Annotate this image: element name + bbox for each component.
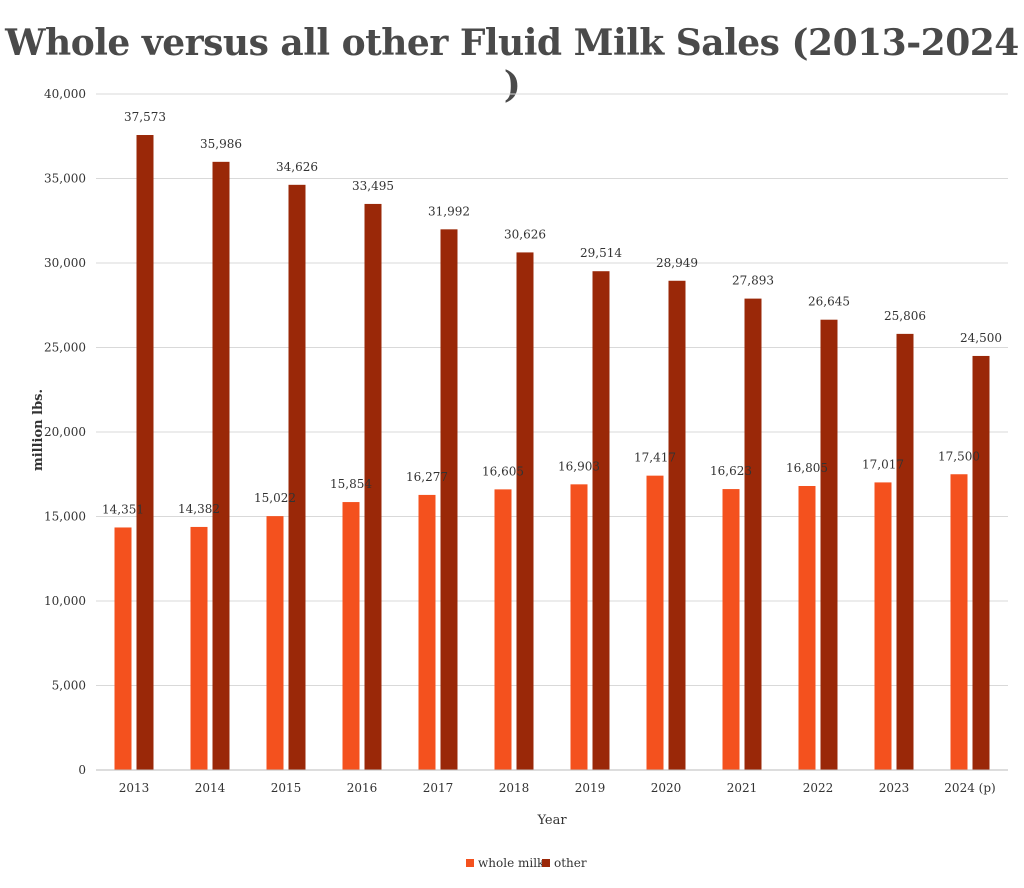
x-tick-label: 2020 (651, 781, 682, 795)
bar-whole-milk (190, 526, 208, 770)
data-label-whole-milk: 17,500 (938, 449, 980, 463)
legend: whole milk other (466, 856, 587, 870)
bar-whole-milk (494, 489, 512, 770)
chart-title: Whole versus all other Fluid Milk Sales … (5, 22, 1019, 106)
bar-other (744, 298, 762, 770)
y-tick-label: 15,000 (44, 510, 86, 524)
legend-swatch-other (542, 859, 550, 867)
bar-other (288, 184, 306, 770)
y-tick-label: 30,000 (44, 256, 86, 270)
data-label-whole-milk: 16,903 (558, 459, 600, 473)
x-tick-label: 2024 (p) (944, 781, 995, 795)
x-tick-label: 2023 (879, 781, 910, 795)
bar-whole-milk (266, 516, 284, 770)
legend-swatch-whole-milk (466, 859, 474, 867)
bar-other (440, 229, 458, 770)
data-label-other: 35,986 (200, 137, 242, 151)
y-axis-ticks: 0 5,000 10,000 15,000 20,000 25,000 30,000 35,0… (44, 87, 86, 777)
data-label-whole-milk: 14,382 (178, 502, 220, 516)
data-label-whole-milk: 16,623 (710, 464, 752, 478)
data-label-whole-milk: 16,277 (406, 470, 448, 484)
bar-other (136, 135, 154, 770)
y-tick-label: 20,000 (44, 425, 86, 439)
y-tick-label: 0 (78, 763, 86, 777)
data-label-other: 34,626 (276, 160, 318, 174)
y-axis-title: million lbs. (31, 389, 46, 471)
x-tick-label: 2017 (423, 781, 454, 795)
bar-other (668, 280, 686, 770)
data-label-whole-milk: 14,351 (102, 502, 144, 516)
bar-other (896, 333, 914, 770)
data-label-other: 25,806 (884, 309, 926, 323)
x-tick-label: 2015 (271, 781, 302, 795)
bar-whole-milk (950, 474, 968, 770)
bar-whole-milk (722, 489, 740, 770)
data-label-whole-milk: 17,417 (634, 451, 676, 465)
bar-whole-milk (342, 502, 360, 770)
gridlines (96, 93, 1008, 686)
data-label-other: 31,992 (428, 204, 470, 218)
data-label-other: 26,645 (808, 295, 850, 309)
x-tick-label: 2022 (803, 781, 834, 795)
data-label-other: 24,500 (960, 331, 1002, 345)
x-tick-label: 2018 (499, 781, 530, 795)
x-axis-ticks: 2013 2014 2015 2016 2017 2018 2019 2020 2021 2022… (119, 781, 996, 795)
x-axis-title: Year (536, 813, 567, 828)
data-label-whole-milk: 16,605 (482, 464, 524, 478)
data-label-whole-milk: 15,022 (254, 491, 296, 505)
bar-whole-milk (798, 485, 816, 770)
y-tick-label: 5,000 (52, 679, 86, 693)
bar-other (972, 355, 990, 770)
x-tick-label: 2013 (119, 781, 150, 795)
bar-other (364, 203, 382, 770)
data-label-whole-milk: 15,854 (330, 477, 372, 491)
y-tick-label: 35,000 (44, 172, 86, 186)
x-tick-label: 2019 (575, 781, 606, 795)
bar-whole-milk (418, 494, 436, 770)
bar-whole-milk (874, 482, 892, 770)
bars (114, 135, 990, 770)
data-label-other: 30,626 (504, 227, 546, 241)
x-tick-label: 2014 (195, 781, 226, 795)
bar-other (820, 319, 838, 770)
x-tick-label: 2016 (347, 781, 378, 795)
bar-whole-milk (114, 527, 132, 770)
data-label-other: 33,495 (352, 179, 394, 193)
data-label-whole-milk: 16,805 (786, 461, 828, 475)
data-label-whole-milk: 17,017 (862, 457, 904, 471)
data-label-other: 27,893 (732, 274, 774, 288)
data-label-other: 29,514 (580, 246, 622, 260)
data-label-other: 28,949 (656, 256, 698, 270)
data-label-other: 37,573 (124, 110, 166, 124)
x-tick-label: 2021 (727, 781, 758, 795)
bar-other (592, 271, 610, 770)
bar-other (212, 161, 230, 770)
y-tick-label: 40,000 (44, 87, 86, 101)
bar-whole-milk (570, 484, 588, 770)
legend-label-other: other (554, 856, 587, 870)
legend-label-whole-milk: whole milk (478, 856, 545, 870)
y-tick-label: 10,000 (44, 594, 86, 608)
data-labels: 14,351 37,573 14,382 35,986 15,022 34,626 15,8… (102, 110, 1002, 516)
y-tick-label: 25,000 (44, 341, 86, 355)
bar-other (516, 252, 534, 770)
bar-whole-milk (646, 475, 664, 770)
